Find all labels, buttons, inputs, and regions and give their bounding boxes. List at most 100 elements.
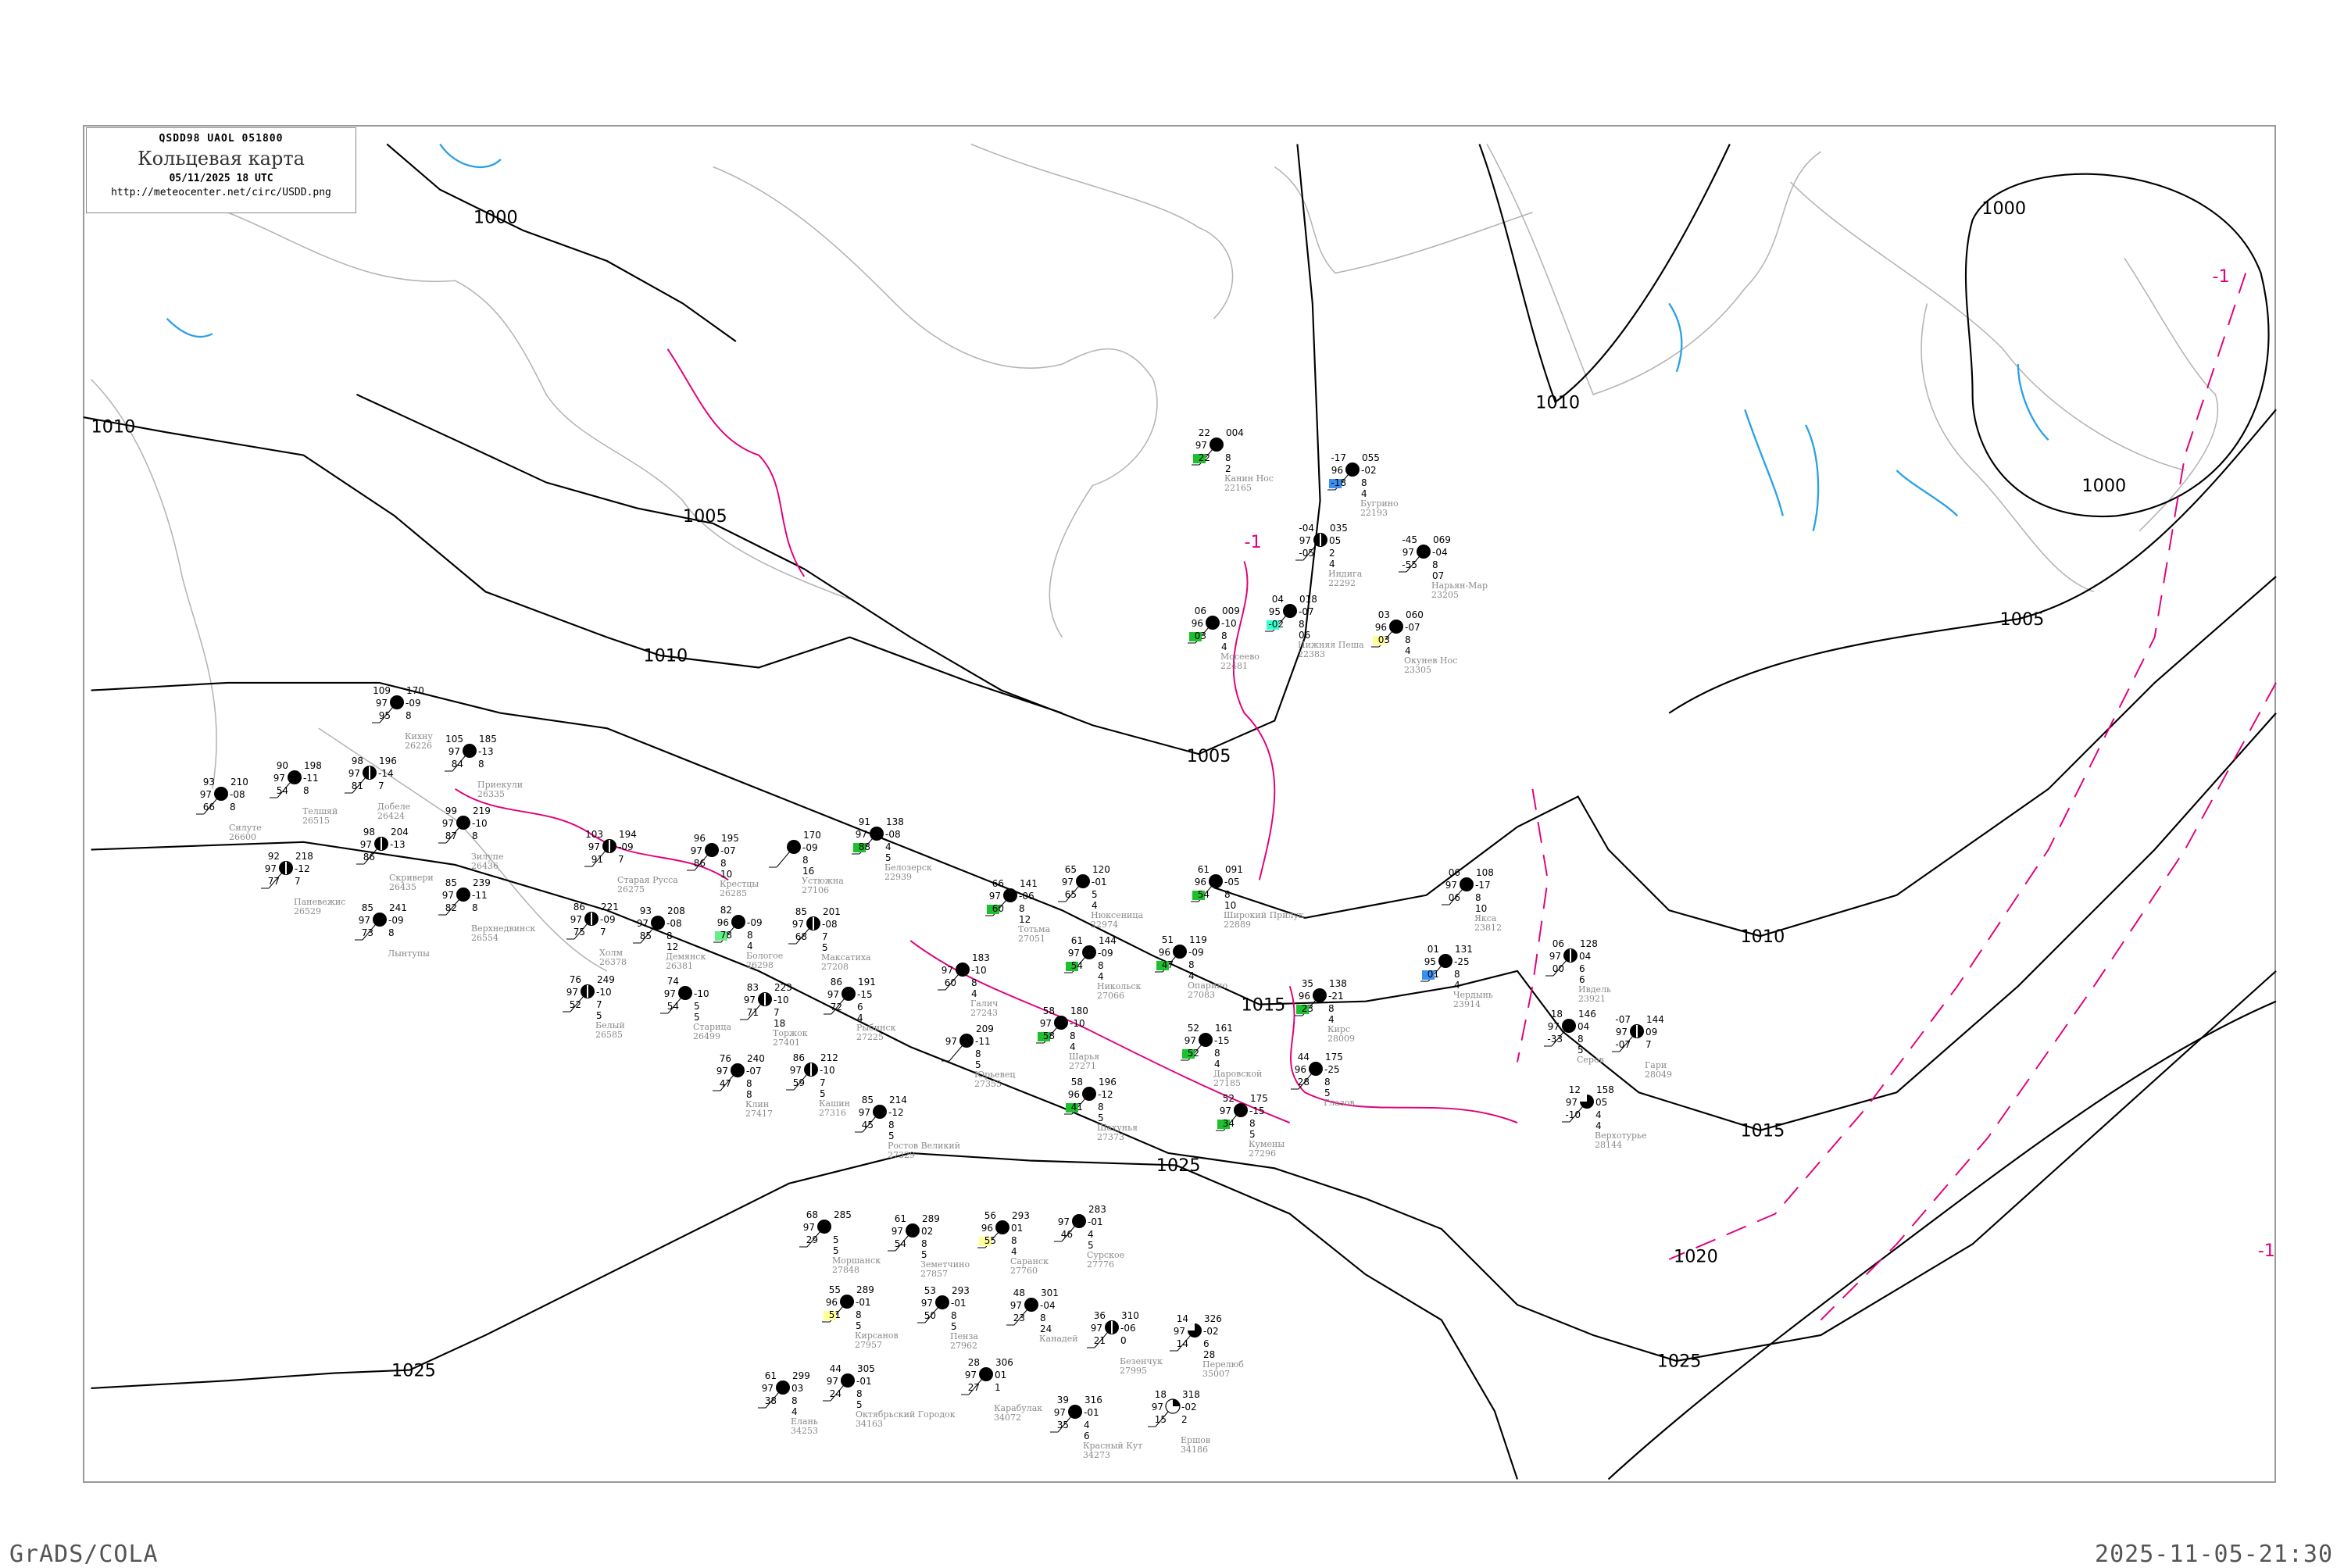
pressure: 210 bbox=[230, 777, 248, 788]
visibility: 97 bbox=[1402, 547, 1414, 558]
station-name: Нюксеница bbox=[1091, 910, 1143, 920]
air-temperature: 01 bbox=[1427, 944, 1439, 955]
pressure-tendency: -10 bbox=[1221, 618, 1237, 629]
pressure-tendency: -10 bbox=[596, 987, 612, 998]
visibility: 97 bbox=[827, 1376, 838, 1387]
pressure: 141 bbox=[1020, 878, 1038, 889]
air-temperature: 68 bbox=[806, 1209, 818, 1220]
cloud-cover-fill bbox=[1173, 1399, 1180, 1406]
cloud-cover-icon bbox=[1054, 1016, 1068, 1030]
station-id: 27208 bbox=[821, 962, 849, 972]
station-name: Паневежис bbox=[294, 897, 345, 907]
footer-software: GrADS/COLA bbox=[9, 1541, 159, 1568]
station-name: Торжок bbox=[773, 1028, 808, 1038]
air-temperature: 56 bbox=[984, 1210, 996, 1221]
cloud-cover-icon bbox=[1345, 463, 1360, 477]
dew-point: 82 bbox=[445, 902, 457, 913]
weather-color-square bbox=[1066, 962, 1078, 971]
air-temperature: 109 bbox=[373, 685, 391, 696]
pressure-tendency: 05 bbox=[1329, 535, 1341, 546]
pressure: 305 bbox=[857, 1363, 875, 1374]
air-temperature: 06 bbox=[1449, 867, 1460, 878]
pressure-tendency: -09 bbox=[747, 917, 763, 928]
dew-point: 60 bbox=[945, 977, 956, 988]
dew-point: 06 bbox=[1449, 892, 1460, 903]
air-temperature: 58 bbox=[1043, 1005, 1055, 1016]
station-id: 22165 bbox=[1224, 483, 1252, 493]
cloud-cover-icon bbox=[1082, 1087, 1096, 1101]
station-id: 27329 bbox=[888, 1150, 915, 1160]
station-id: 27185 bbox=[1213, 1078, 1241, 1088]
weather-color-square bbox=[1329, 479, 1342, 488]
station-name: Серов bbox=[1577, 1055, 1604, 1065]
dew-point: 95 bbox=[379, 710, 391, 721]
air-temperature: 61 bbox=[765, 1370, 777, 1381]
station-name: Канадей bbox=[1039, 1334, 1078, 1344]
station-name: Карабулак bbox=[994, 1403, 1042, 1413]
pressure: 170 bbox=[406, 685, 424, 696]
dew-point: 22 bbox=[1199, 452, 1210, 463]
air-temperature: 51 bbox=[1162, 934, 1174, 945]
cloud-cover-icon bbox=[678, 986, 692, 1000]
station-id: 22889 bbox=[1224, 920, 1251, 930]
air-temperature: 58 bbox=[1071, 1077, 1083, 1088]
dew-point: 52 bbox=[1188, 1048, 1199, 1059]
pressure-tendency: -09 bbox=[1098, 948, 1113, 959]
cloud-height: 4 bbox=[1454, 980, 1460, 991]
pressure: 283 bbox=[1088, 1204, 1106, 1215]
pressure-tendency: -08 bbox=[885, 829, 901, 840]
cloud-height: 12 bbox=[666, 941, 678, 952]
pressure: 299 bbox=[792, 1370, 810, 1381]
air-temperature: 12 bbox=[1569, 1084, 1581, 1095]
cloud-amount: 8 bbox=[971, 977, 977, 988]
station-id: 26335 bbox=[477, 789, 505, 799]
station-id: 22939 bbox=[884, 872, 912, 882]
air-temperature: 52 bbox=[1223, 1093, 1235, 1104]
cloud-amount: 8 bbox=[1432, 559, 1438, 570]
air-temperature: 61 bbox=[1198, 864, 1210, 875]
pressure: 239 bbox=[473, 877, 491, 888]
cloud-cover-icon bbox=[1417, 545, 1431, 559]
weather-color-square bbox=[1373, 636, 1385, 645]
station-id: 27776 bbox=[1087, 1259, 1114, 1270]
air-temperature: 36 bbox=[1094, 1310, 1106, 1321]
isobars bbox=[83, 143, 2277, 1480]
dew-point: 23 bbox=[1302, 1003, 1313, 1014]
pressure: 018 bbox=[1299, 594, 1317, 605]
rivers bbox=[166, 143, 2049, 531]
air-temperature: 85 bbox=[795, 906, 807, 917]
pressure: 009 bbox=[1222, 605, 1240, 616]
pressure-tendency: 01 bbox=[1011, 1223, 1023, 1234]
cloud-amount: 2 bbox=[1329, 548, 1335, 559]
station-name: Телшяй bbox=[302, 806, 338, 816]
cloud-cover-icon bbox=[390, 695, 404, 709]
station-id: 26600 bbox=[229, 832, 256, 842]
pressure-tendency: -11 bbox=[975, 1036, 991, 1047]
station-id: 26226 bbox=[405, 741, 432, 751]
pressure-tendency: -02 bbox=[1181, 1402, 1197, 1413]
cloud-amount: 8 bbox=[802, 855, 809, 866]
pressure: 221 bbox=[601, 902, 619, 913]
visibility: 95 bbox=[1269, 606, 1281, 617]
station-id: 22193 bbox=[1360, 508, 1388, 518]
station-name: Кирс bbox=[1327, 1024, 1350, 1034]
pressure: 218 bbox=[295, 851, 313, 862]
pressure: 285 bbox=[834, 1209, 852, 1220]
air-temperature: 44 bbox=[1298, 1052, 1310, 1063]
dew-point: -33 bbox=[1547, 1034, 1563, 1045]
cloud-height: 5 bbox=[820, 1088, 826, 1099]
air-temperature: 85 bbox=[445, 877, 457, 888]
station-name: Шахунья bbox=[1097, 1123, 1138, 1133]
visibility: 97 bbox=[1616, 1027, 1628, 1038]
air-temperature: 55 bbox=[829, 1284, 841, 1295]
pressure: 194 bbox=[619, 829, 637, 840]
pressure: 175 bbox=[1250, 1093, 1268, 1104]
air-temperature: 65 bbox=[1065, 864, 1077, 875]
dew-point: 66 bbox=[203, 802, 215, 813]
cloud-cover-icon bbox=[1072, 1214, 1086, 1228]
pressure-tendency: -10 bbox=[820, 1065, 835, 1076]
